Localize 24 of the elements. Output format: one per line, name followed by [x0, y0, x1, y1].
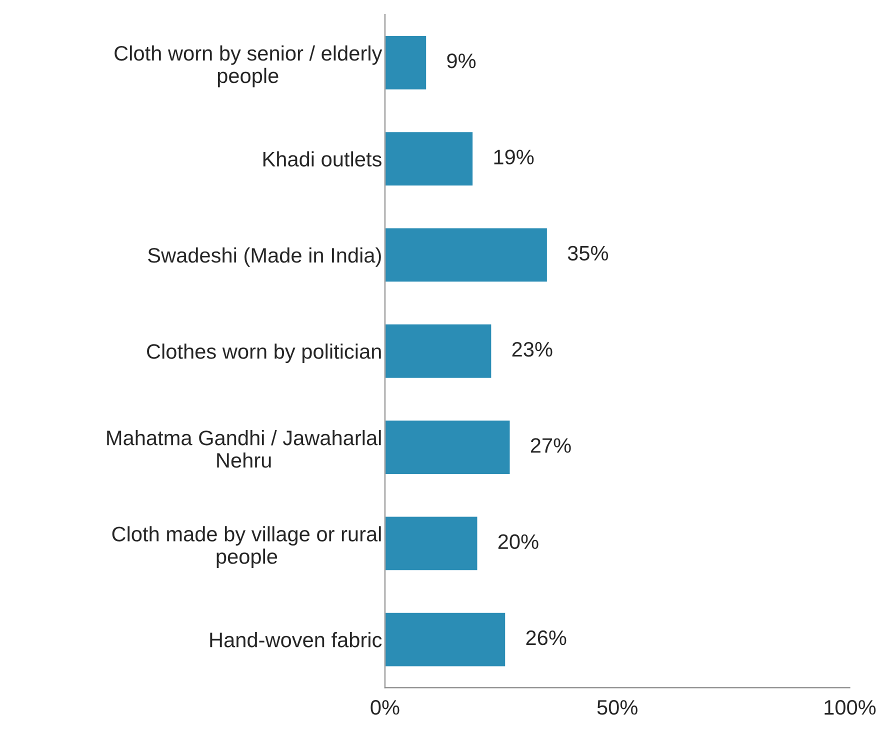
x-tick-label: 0%: [370, 700, 400, 715]
y-tick-label: Cloth worn by senior / elderly people: [114, 45, 382, 88]
x-tick-label: 50%: [597, 700, 638, 715]
data-label: 9%: [447, 54, 476, 68]
y-tick-label: Hand-woven fabric: [210, 632, 382, 648]
bar: [384, 419, 512, 476]
bar: [384, 515, 479, 572]
data-label: 35%: [568, 246, 608, 261]
y-tick-label: Swadeshi (Made in India): [148, 247, 381, 267]
data-label: 19%: [494, 150, 534, 164]
data-label: 20%: [498, 534, 538, 550]
y-tick-label: Khadi outlets: [263, 151, 382, 167]
bar: [384, 611, 506, 668]
bar: [384, 34, 428, 91]
data-label: 26%: [526, 630, 566, 646]
bar: [384, 323, 493, 380]
data-label: 27%: [530, 438, 571, 453]
data-label: 23%: [512, 342, 552, 357]
y-tick-label: Mahatma Gandhi / Jawaharlal Nehru: [107, 430, 381, 468]
y-tick-label: Cloth made by village or rural people: [112, 526, 381, 568]
x-tick-label: 100%: [824, 700, 876, 715]
y-tick-label: Clothes worn by politician: [147, 344, 381, 363]
bar: [384, 130, 474, 187]
bar: [384, 226, 548, 284]
